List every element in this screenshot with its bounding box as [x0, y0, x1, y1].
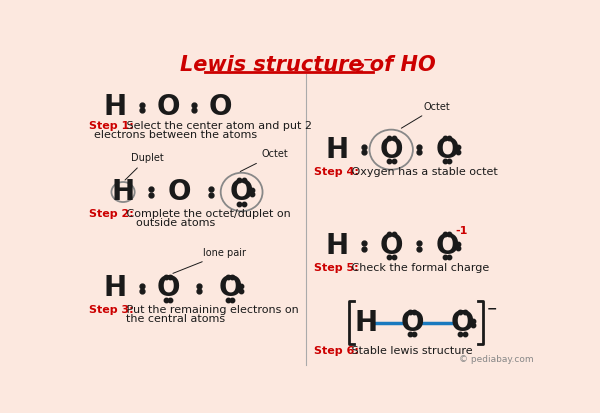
Text: electrons between the atoms: electrons between the atoms — [94, 131, 257, 140]
Text: Put the remaining electrons on: Put the remaining electrons on — [123, 305, 299, 315]
Text: O: O — [209, 93, 232, 121]
Text: H: H — [354, 309, 377, 337]
Text: H: H — [325, 232, 349, 260]
Text: O: O — [451, 309, 474, 337]
Text: Complete the octet/duplet on: Complete the octet/duplet on — [123, 209, 291, 219]
Text: lone pair: lone pair — [173, 248, 246, 273]
Text: -1: -1 — [455, 225, 468, 235]
Text: −: − — [362, 54, 373, 67]
Text: −: − — [487, 303, 497, 316]
Text: O: O — [379, 232, 403, 260]
Text: Duplet: Duplet — [125, 153, 164, 180]
Text: O: O — [168, 178, 191, 206]
Text: Oxygen has a stable octet: Oxygen has a stable octet — [348, 166, 497, 177]
Text: O: O — [156, 274, 180, 302]
Text: O: O — [156, 93, 180, 121]
Text: Stable lewis structure: Stable lewis structure — [348, 346, 472, 356]
Text: Step 6:: Step 6: — [314, 346, 359, 356]
Text: Select the center atom and put 2: Select the center atom and put 2 — [123, 121, 312, 131]
Text: Octet: Octet — [240, 150, 288, 171]
Text: 2: 2 — [356, 62, 365, 75]
Text: H: H — [112, 178, 134, 206]
Text: the central atoms: the central atoms — [126, 314, 226, 325]
Text: O: O — [379, 135, 403, 164]
Text: H: H — [104, 274, 127, 302]
Text: Step 1:: Step 1: — [89, 121, 134, 131]
Text: Check the formal charge: Check the formal charge — [348, 263, 489, 273]
Text: Lewis structure of HO: Lewis structure of HO — [179, 55, 436, 75]
Text: O: O — [435, 135, 459, 164]
Text: Step 2:: Step 2: — [89, 209, 134, 219]
Text: O: O — [400, 309, 424, 337]
Text: H: H — [325, 135, 349, 164]
Text: outside atoms: outside atoms — [136, 218, 215, 228]
Text: O: O — [218, 274, 242, 302]
Text: Step 5:: Step 5: — [314, 263, 358, 273]
Text: O: O — [230, 178, 253, 206]
Text: Octet: Octet — [401, 102, 451, 128]
Text: H: H — [104, 93, 127, 121]
Text: Step 3:: Step 3: — [89, 305, 134, 315]
Text: Step 4:: Step 4: — [314, 166, 359, 177]
Text: O: O — [435, 232, 459, 260]
Text: © pediabay.com: © pediabay.com — [459, 355, 534, 364]
